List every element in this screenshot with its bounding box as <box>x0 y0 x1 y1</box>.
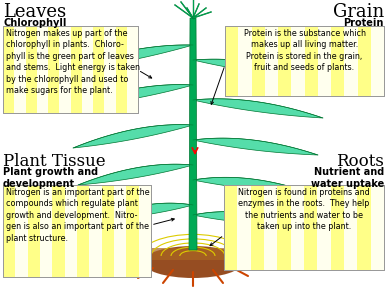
Bar <box>70 26 82 113</box>
Bar <box>277 185 291 270</box>
Bar <box>115 26 127 113</box>
Polygon shape <box>78 164 193 185</box>
Polygon shape <box>68 85 193 108</box>
Text: Nutrient and
water uptake: Nutrient and water uptake <box>311 167 384 189</box>
Polygon shape <box>193 212 298 225</box>
Polygon shape <box>73 125 193 148</box>
Text: Chlorophyll: Chlorophyll <box>3 18 67 28</box>
Bar <box>224 185 384 270</box>
Bar <box>224 185 237 270</box>
Bar <box>224 185 384 270</box>
Polygon shape <box>193 59 328 80</box>
Bar <box>48 26 59 113</box>
Bar <box>331 26 344 96</box>
Bar <box>251 185 264 270</box>
Bar <box>357 185 371 270</box>
Bar <box>225 26 384 96</box>
Bar <box>3 185 151 277</box>
Polygon shape <box>193 177 308 192</box>
Text: Nitrogen makes up part of the
chlorophyll in plants.  Chloro-
phyll is the green: Nitrogen makes up part of the chlorophyl… <box>6 29 140 95</box>
Text: Protein is the substance which
makes up all living matter.
Protein is stored in : Protein is the substance which makes up … <box>243 29 365 72</box>
Text: Plant Tissue: Plant Tissue <box>3 153 106 170</box>
Bar <box>126 185 139 277</box>
Text: Protein: Protein <box>344 18 384 28</box>
Polygon shape <box>193 99 323 118</box>
Polygon shape <box>189 18 197 250</box>
Bar <box>93 26 104 113</box>
Bar <box>330 185 344 270</box>
Text: Plant growth and
development: Plant growth and development <box>3 167 98 189</box>
Bar <box>3 185 15 277</box>
Polygon shape <box>93 203 193 220</box>
Bar <box>102 185 114 277</box>
Bar <box>3 26 14 113</box>
Bar <box>225 26 384 96</box>
Bar <box>304 185 317 270</box>
Text: Leaves: Leaves <box>3 3 66 21</box>
Text: Grain: Grain <box>333 3 384 21</box>
Bar <box>3 185 151 277</box>
Bar <box>3 26 138 113</box>
Text: Nitrogen is found in proteins and
enzymes in the roots.  They help
the nutrients: Nitrogen is found in proteins and enzyme… <box>238 188 370 231</box>
Bar <box>27 185 40 277</box>
Bar <box>252 26 265 96</box>
Bar <box>225 26 238 96</box>
Bar <box>77 185 89 277</box>
Bar <box>358 26 371 96</box>
Bar <box>52 185 65 277</box>
Text: Nitrogen is an important part of the
compounds which regulate plant
growth and d: Nitrogen is an important part of the com… <box>6 188 150 243</box>
Polygon shape <box>193 138 318 155</box>
Ellipse shape <box>143 246 243 278</box>
Bar <box>26 26 37 113</box>
Bar <box>133 248 253 260</box>
Polygon shape <box>58 45 193 72</box>
Text: Roots: Roots <box>336 153 384 170</box>
Bar <box>305 26 318 96</box>
Bar <box>3 26 138 113</box>
Bar <box>278 26 291 96</box>
